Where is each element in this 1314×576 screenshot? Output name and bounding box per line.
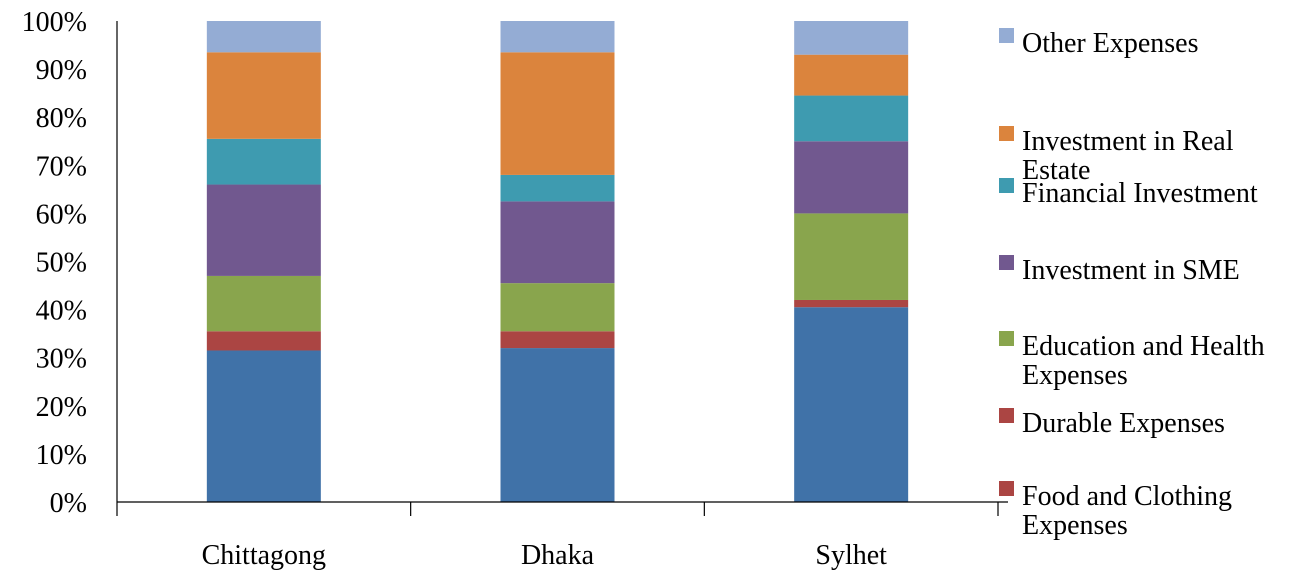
y-tick-label: 20%	[36, 392, 87, 423]
legend-label: Education and Health	[1022, 331, 1265, 362]
bar-segment	[206, 275, 321, 332]
legend-item: Investment in SME	[999, 255, 1240, 286]
legend-item: Other Expenses	[999, 28, 1199, 59]
bar-segment	[206, 350, 321, 502]
bar-segment	[206, 52, 321, 139]
x-tick-label: Chittagong	[202, 540, 326, 571]
legend-label: Estate	[1022, 155, 1090, 186]
legend-swatch	[999, 481, 1014, 496]
y-tick-label: 70%	[36, 151, 87, 182]
bar-stack-chittagong	[206, 21, 321, 502]
bar-segment	[500, 21, 615, 53]
y-tick-label: 50%	[36, 248, 87, 279]
x-axis-ticks: Chittagong Dhaka Sylhet	[116, 502, 999, 571]
legend-label: Durable Expenses	[1022, 408, 1225, 439]
bar-segment	[794, 307, 909, 502]
bar-segment	[500, 331, 615, 349]
legend-label: Investment in Real	[1022, 126, 1234, 157]
bar-segment	[206, 184, 321, 276]
legend-swatch	[999, 178, 1014, 193]
y-tick-label: 30%	[36, 344, 87, 375]
legend-item: Financial Investment	[999, 178, 1258, 209]
bar-segment	[794, 299, 909, 308]
bar-stack-dhaka	[500, 21, 615, 502]
y-tick-label: 90%	[36, 55, 87, 86]
bar-stack-sylhet	[794, 21, 909, 502]
bar-segment	[794, 141, 909, 214]
y-tick-label: 10%	[36, 440, 87, 471]
x-tick-label: Dhaka	[521, 540, 595, 571]
bar-segment	[206, 138, 321, 185]
bar-segment	[500, 348, 615, 502]
bars-layer	[206, 21, 909, 502]
y-tick-label: 60%	[36, 199, 87, 230]
legend-swatch	[999, 331, 1014, 346]
legend-label: Other Expenses	[1022, 28, 1199, 59]
legend-item: Durable Expenses	[999, 408, 1225, 439]
legend: Other Expenses Investment in RealEstateFi…	[999, 28, 1265, 541]
legend-label: Investment in SME	[1022, 255, 1240, 286]
legend-label: Financial Investment	[1022, 178, 1258, 209]
bar-segment	[500, 52, 615, 175]
legend-label: Food and Clothing	[1022, 481, 1232, 512]
y-axis-ticks: 0% 10% 20% 30% 40% 50% 60% 70% 80% 90% 100%	[22, 7, 87, 519]
bar-segment	[500, 174, 615, 202]
y-tick-label: 40%	[36, 296, 87, 327]
y-tick-label: 0%	[50, 488, 87, 519]
x-tick-label: Sylhet	[815, 540, 887, 571]
legend-label: Expenses	[1022, 360, 1128, 391]
bar-segment	[500, 283, 615, 332]
axes-layer	[116, 21, 1008, 503]
y-tick-label: 80%	[36, 103, 87, 134]
legend-swatch	[999, 408, 1014, 423]
legend-swatch	[999, 255, 1014, 270]
bar-segment	[206, 331, 321, 351]
legend-swatch	[999, 126, 1014, 141]
bar-segment	[794, 21, 909, 55]
bar-segment	[206, 21, 321, 53]
legend-label: Expenses	[1022, 510, 1128, 541]
y-tick-label: 100%	[22, 7, 87, 38]
legend-swatch	[999, 28, 1014, 43]
bar-segment	[794, 213, 909, 300]
bar-segment	[794, 54, 909, 96]
bar-segment	[794, 95, 909, 142]
bar-segment	[500, 201, 615, 284]
